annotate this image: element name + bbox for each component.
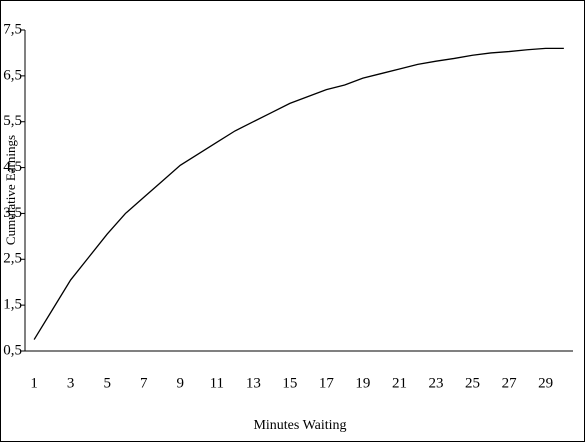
x-tick-label: 29 (538, 375, 553, 391)
x-tick-label: 25 (465, 375, 480, 391)
y-tick-label: 0,5 (3, 342, 22, 358)
y-tick-label: 5,5 (3, 113, 22, 129)
y-axis-title: Cumulative Earnings (3, 135, 18, 245)
x-tick-label: 23 (429, 375, 444, 391)
x-tick-label: 11 (210, 375, 224, 391)
x-tick-label: 19 (355, 375, 370, 391)
x-tick-label: 17 (319, 375, 335, 391)
x-tick-label: 9 (177, 375, 185, 391)
x-tick-label: 21 (392, 375, 407, 391)
x-tick-label: 3 (67, 375, 75, 391)
y-tick-label: 4,5 (3, 159, 22, 175)
x-tick-label: 5 (103, 375, 111, 391)
x-tick-label: 13 (246, 375, 261, 391)
x-tick-label: 15 (282, 375, 297, 391)
x-axis-title: Minutes Waiting (253, 418, 346, 433)
y-tick-label: 1,5 (3, 297, 22, 313)
y-tick-label: 6,5 (3, 67, 22, 83)
data-line (33, 47, 564, 340)
y-tick-label: 3,5 (3, 205, 22, 221)
y-tick-label: 2,5 (3, 251, 22, 267)
x-tick-label: 7 (140, 375, 148, 391)
x-tick-label: 27 (502, 375, 518, 391)
x-tick-label: 1 (30, 375, 38, 391)
y-tick-label: 7,5 (3, 21, 22, 37)
